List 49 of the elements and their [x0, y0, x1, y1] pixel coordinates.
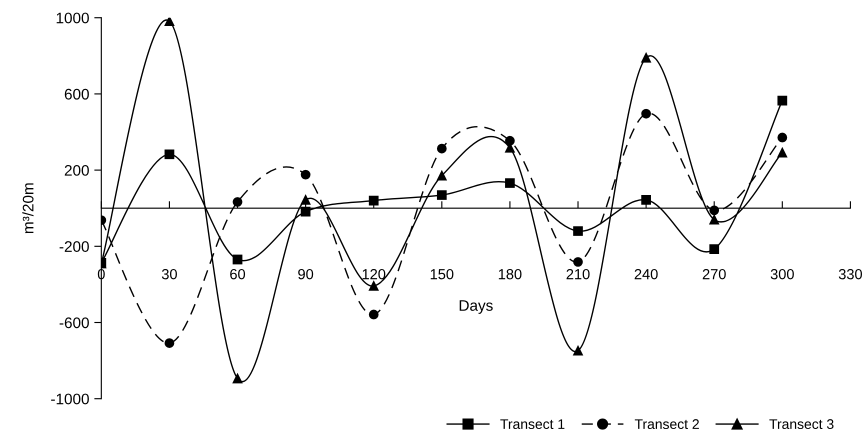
point: [505, 178, 515, 188]
x-tick-label: 60: [230, 269, 246, 280]
point: [164, 149, 174, 160]
point: [232, 197, 242, 207]
point: [232, 374, 242, 384]
x-tick-label: 180: [498, 269, 522, 280]
point: [641, 108, 651, 119]
point: [777, 132, 788, 142]
x-tick-label: 120: [362, 269, 386, 280]
point: [436, 190, 447, 200]
x-tick-label: 330: [838, 269, 862, 280]
y-tick-label: 1000: [56, 12, 89, 24]
y-axis-title: m³/20m: [22, 183, 34, 234]
x-tick-label: 30: [162, 269, 177, 280]
point: [573, 257, 583, 267]
point: [164, 338, 174, 348]
x-tick-label: 90: [298, 269, 314, 280]
point: [641, 194, 651, 205]
point: [232, 254, 242, 264]
x-tick-label: 150: [430, 269, 454, 280]
point: [777, 148, 788, 158]
x-tick-label: 210: [566, 269, 590, 280]
point: [300, 170, 310, 180]
point: [368, 310, 379, 320]
point: [436, 170, 447, 180]
point: [709, 214, 720, 224]
x-axis-title: Days: [460, 300, 493, 314]
point: [573, 346, 583, 356]
legend-label: Transect 3: [769, 419, 834, 430]
y-tick-label: -200: [60, 241, 89, 252]
x-tick-label: 300: [770, 269, 794, 280]
legend-label: Transect 2: [634, 419, 699, 430]
legend-label: Transect 1: [500, 419, 564, 430]
y-tick-label: 600: [64, 88, 89, 100]
point: [505, 136, 515, 146]
x-tick-label: 270: [702, 269, 726, 280]
point: [436, 144, 447, 154]
point: [573, 226, 583, 236]
point: [300, 194, 310, 205]
point: [709, 244, 720, 254]
point: [164, 18, 174, 26]
point: [368, 196, 379, 206]
y-tick-label: 200: [64, 164, 89, 176]
point: [368, 281, 379, 291]
y-tick-label: -1000: [51, 394, 89, 404]
point: [641, 52, 651, 63]
point: [777, 96, 788, 106]
x-tick-label: 240: [634, 269, 658, 280]
y-tick-label: -600: [60, 317, 89, 328]
